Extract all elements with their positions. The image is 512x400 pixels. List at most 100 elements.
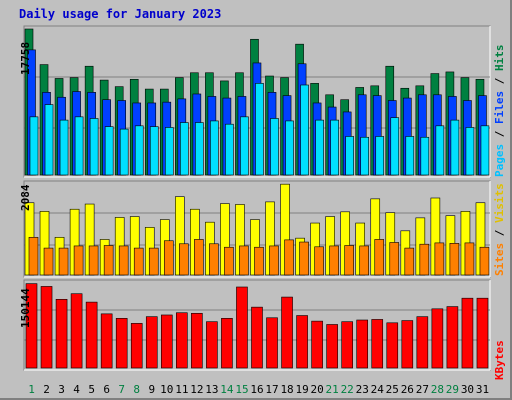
bar-sites-day-3: [58, 247, 69, 276]
legend-sites: Sites: [493, 242, 506, 276]
bar-kbytes-day-18: [281, 296, 293, 369]
bar-pages-day-8: [134, 125, 144, 176]
bar-sites-day-22: [344, 245, 354, 276]
bar-sites-day-6: [103, 245, 114, 276]
bar-pages-day-13: [210, 120, 219, 176]
bar-kbytes-day-17: [266, 317, 278, 369]
x-tick-label-day-20: 20: [311, 383, 324, 396]
bar-sites-day-29: [449, 243, 460, 276]
x-tick-label-day-2: 2: [43, 383, 50, 396]
legend-sites-visits: Sites / Visits: [493, 183, 506, 276]
x-tick-label-day-17: 17: [265, 383, 278, 396]
bar-sites-day-27: [419, 243, 430, 276]
bar-kbytes-day-2: [40, 286, 53, 369]
bar-sites-day-10: [163, 240, 174, 276]
x-tick-label-day-18: 18: [280, 383, 293, 396]
bar-kbytes-day-5: [85, 301, 98, 369]
bar-sites-day-16: [254, 246, 264, 276]
x-tick-label-day-8: 8: [133, 383, 140, 396]
bar-kbytes-day-20: [311, 320, 323, 369]
x-tick-label-day-3: 3: [58, 383, 65, 396]
bar-kbytes-day-12: [191, 312, 203, 369]
bar-pages-day-14: [225, 123, 234, 176]
bar-kbytes-day-3: [55, 299, 68, 369]
bar-pages-day-7: [119, 128, 129, 176]
bar-kbytes-day-30: [461, 297, 474, 369]
bar-sites-day-21: [329, 245, 339, 276]
bar-sites-day-24: [374, 239, 385, 276]
bar-pages-day-19: [300, 84, 309, 176]
x-tick-label-day-13: 13: [205, 383, 218, 396]
bar-kbytes-day-26: [401, 320, 414, 369]
bar-pages-day-4: [74, 116, 84, 176]
x-tick-label-day-6: 6: [103, 383, 110, 396]
bar-pages-day-27: [420, 136, 430, 176]
bar-kbytes-day-16: [251, 306, 263, 369]
x-tick-label-day-7: 7: [118, 383, 125, 396]
x-tick-label-day-29: 29: [446, 383, 459, 396]
bar-pages-day-10: [164, 127, 174, 176]
x-tick-label-day-27: 27: [416, 383, 429, 396]
bar-sites-day-11: [179, 243, 189, 276]
bar-sites-day-1: [28, 236, 39, 276]
bar-kbytes-day-11: [176, 312, 188, 369]
bar-pages-day-16: [255, 83, 264, 176]
bar-pages-day-12: [195, 122, 204, 176]
bar-pages-day-9: [149, 126, 159, 176]
x-tick-label-day-9: 9: [148, 383, 155, 396]
x-tick-label-day-4: 4: [73, 383, 80, 396]
bar-sites-day-15: [239, 245, 249, 276]
bar-kbytes-day-19: [296, 315, 308, 369]
bar-kbytes-day-10: [160, 314, 173, 369]
bar-sites-day-17: [269, 245, 279, 276]
bar-sites-day-4: [73, 245, 84, 276]
x-tick-label-day-26: 26: [401, 383, 414, 396]
bar-sites-day-19: [299, 241, 309, 276]
bar-sites-day-7: [118, 245, 129, 276]
bar-kbytes-day-24: [371, 319, 384, 369]
bar-pages-day-22: [345, 136, 354, 176]
bar-kbytes-day-27: [416, 316, 429, 369]
legend-pages: Pages: [493, 143, 506, 177]
bar-kbytes-day-23: [356, 319, 369, 369]
x-tick-label-day-11: 11: [175, 383, 188, 396]
bar-pages-day-31: [480, 125, 490, 176]
bar-sites-day-5: [88, 245, 99, 276]
legend-kbytes: KBytes: [493, 340, 506, 380]
legend-files: Files: [493, 90, 506, 124]
x-tick-label-day-1: 1: [28, 383, 35, 396]
bar-kbytes-day-8: [130, 323, 143, 369]
x-tick-label-day-12: 12: [190, 383, 203, 396]
bar-pages-day-5: [89, 118, 99, 176]
bar-sites-day-14: [224, 246, 234, 276]
bar-pages-day-21: [330, 119, 339, 176]
bar-pages-day-2: [44, 104, 54, 176]
bar-kbytes-day-31: [476, 297, 489, 369]
x-tick-label-day-5: 5: [88, 383, 95, 396]
legend-hits-files-pages: Pages / Files / Hits: [493, 44, 506, 178]
bar-pages-day-26: [405, 136, 415, 176]
x-tick-label-day-15: 15: [235, 383, 248, 396]
bar-kbytes-day-21: [326, 324, 338, 369]
bar-sites-day-12: [194, 239, 204, 276]
x-tick-label-day-10: 10: [160, 383, 173, 396]
bar-sites-day-9: [148, 247, 159, 276]
bar-kbytes-day-9: [145, 316, 158, 369]
bar-kbytes-day-29: [446, 306, 459, 369]
bar-pages-day-17: [270, 118, 279, 176]
bar-pages-day-11: [180, 122, 189, 176]
x-tick-label-day-30: 30: [461, 383, 474, 396]
visits-max-label: 2084: [19, 184, 32, 212]
x-tick-label-day-23: 23: [356, 383, 369, 396]
bar-sites-day-13: [209, 243, 219, 276]
x-tick-label-day-24: 24: [371, 383, 385, 396]
bar-pages-day-23: [360, 136, 370, 176]
bar-sites-day-30: [464, 242, 475, 276]
legend-visits: Visits: [493, 183, 506, 223]
bar-pages-day-20: [315, 119, 324, 176]
bar-kbytes-day-13: [206, 321, 218, 369]
bar-pages-day-30: [465, 127, 475, 176]
x-tick-label-day-28: 28: [431, 383, 444, 396]
bar-pages-day-25: [390, 117, 400, 176]
